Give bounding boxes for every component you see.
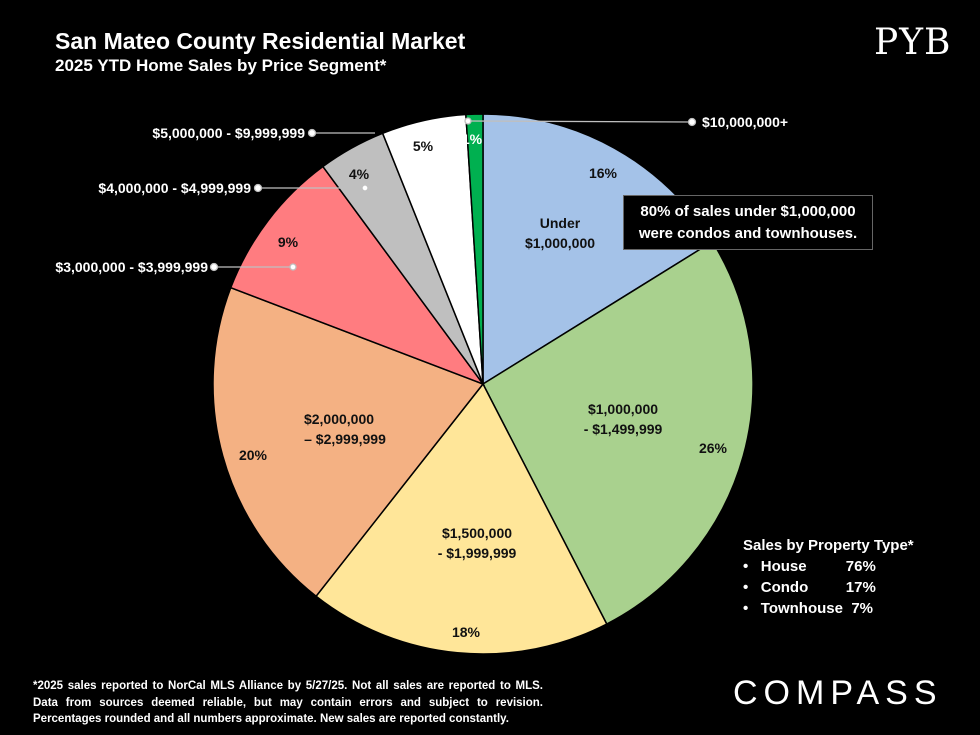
leader-line-10m bbox=[467, 120, 693, 123]
pyb-logo: PYB bbox=[874, 22, 952, 63]
leader-dot-5m bbox=[307, 128, 317, 138]
pct-label-2m: 20% bbox=[238, 447, 268, 463]
leader-dot-3m bbox=[209, 262, 219, 272]
ext-label-4m: $4,000,000 - $4,999,999 bbox=[98, 180, 251, 196]
pct-label-4m: 4% bbox=[348, 166, 370, 182]
pie-slice-1 bbox=[482, 240, 754, 625]
pct-label-10m: 1% bbox=[461, 131, 483, 147]
pct-label-5m: 5% bbox=[412, 138, 434, 154]
callout-line1: 80% of sales under $1,000,000 bbox=[640, 203, 856, 220]
compass-logo: COMPASS bbox=[733, 674, 943, 712]
slice-label-under-1m-line2: $1,000,000 bbox=[524, 235, 596, 251]
leader-dot-3m-inner bbox=[289, 263, 297, 271]
property-type-pct: 76% bbox=[845, 558, 876, 575]
page-subtitle: 2025 YTD Home Sales by Price Segment* bbox=[55, 56, 387, 75]
leader-dot-10m-inner bbox=[464, 117, 472, 125]
slice-label-1-5m-line2: - $1,999,999 bbox=[437, 545, 517, 561]
property-type-name: Condo bbox=[760, 579, 809, 596]
property-type-pct: 17% bbox=[845, 579, 876, 596]
property-type-title: Sales by Property Type* bbox=[743, 537, 914, 554]
slice-label-2m-line1: $2,000,000 bbox=[303, 411, 375, 427]
property-type-item: • Townhouse 7% bbox=[743, 600, 874, 617]
slice-label-under-1m-line1: Under bbox=[539, 215, 581, 231]
leader-dot-4m bbox=[253, 183, 263, 193]
pie-slice-4 bbox=[229, 165, 486, 386]
property-type-name: House bbox=[760, 558, 807, 575]
footnote: *2025 sales reported to NorCal MLS Allia… bbox=[33, 680, 543, 725]
property-type-name: Townhouse bbox=[760, 600, 843, 617]
ext-label-5m: $5,000,000 - $9,999,999 bbox=[152, 125, 305, 141]
slice-label-2m-line2: – $2,999,999 bbox=[304, 431, 386, 447]
slice-label-1m-line2: - $1,499,999 bbox=[583, 421, 663, 437]
leader-dot-10m bbox=[687, 117, 697, 127]
callout-box: 80% of sales under $1,000,000 were condo… bbox=[623, 195, 873, 250]
slice-label-1m-line1: $1,000,000 bbox=[587, 401, 659, 417]
pct-label-3m: 9% bbox=[277, 234, 299, 250]
property-type-item: • Condo 17% bbox=[743, 579, 876, 596]
leader-dot-4m-inner bbox=[361, 184, 369, 192]
ext-label-3m: $3,000,000 - $3,999,999 bbox=[55, 259, 208, 275]
property-type-item: • House 76% bbox=[743, 558, 876, 575]
ext-label-10m: $10,000,000+ bbox=[702, 114, 789, 130]
pct-label-1-5m: 18% bbox=[451, 624, 481, 640]
property-type-pct: 7% bbox=[851, 600, 874, 617]
pct-label-1m: 26% bbox=[698, 440, 728, 456]
pie-slice-7 bbox=[465, 113, 484, 385]
callout-line2: were condos and townhouses. bbox=[638, 225, 858, 242]
slice-label-1-5m-line1: $1,500,000 bbox=[441, 525, 513, 541]
pct-label-under-1m: 16% bbox=[588, 165, 618, 181]
property-type-legend: Sales by Property Type* • House 76% • Con… bbox=[743, 535, 914, 619]
pie-slice-2 bbox=[315, 382, 608, 655]
pie-slice-3 bbox=[212, 286, 485, 598]
page-title: San Mateo County Residential Market bbox=[55, 28, 466, 54]
